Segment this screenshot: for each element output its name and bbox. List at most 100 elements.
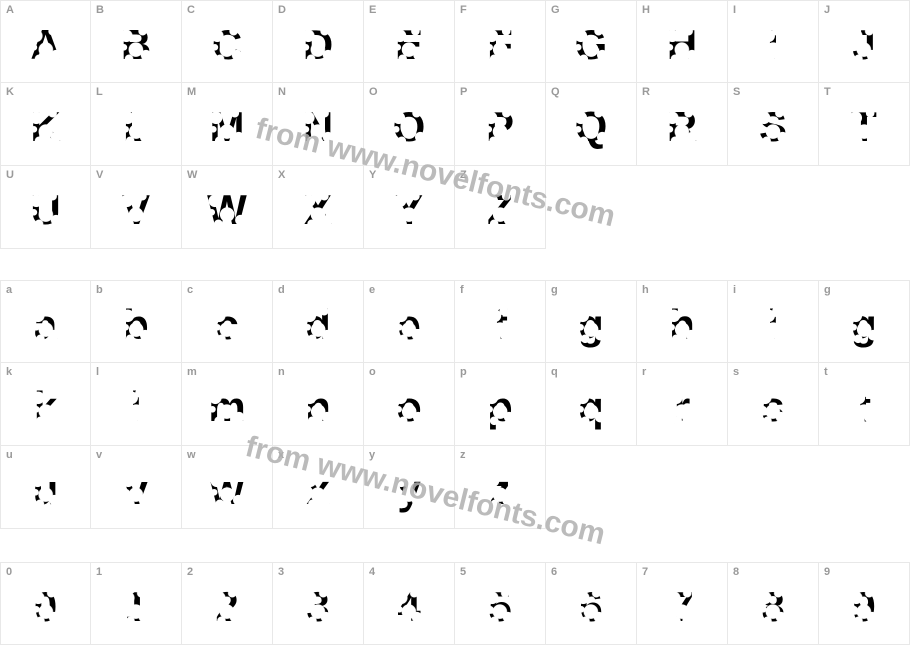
cell-key-label: Z <box>460 169 467 181</box>
glyph-block-lower: aabbccddeeffgghhiiggkkllmmnnooppqqrrsstt… <box>0 280 910 529</box>
glyph-wrap: m <box>208 386 245 428</box>
glyph-cell: 88 <box>728 562 819 645</box>
cell-key-label: H <box>642 4 650 16</box>
cell-key-label: O <box>369 86 378 98</box>
cell-key-label: 6 <box>551 566 557 578</box>
glyph-cell: OO <box>364 83 455 166</box>
glyph-z: z <box>490 469 511 511</box>
glyph-cell: XX <box>273 166 364 249</box>
glyph-cell: 22 <box>182 562 273 645</box>
cell-key-label: f <box>460 284 464 296</box>
glyph-wrap: p <box>487 386 513 428</box>
glyph-cell: tt <box>819 363 910 446</box>
glyph-wrap: y <box>397 469 420 511</box>
cell-key-label: K <box>6 86 14 98</box>
glyph-wrap: r <box>674 386 690 428</box>
cell-key-label: z <box>460 449 466 461</box>
cell-key-label: s <box>733 366 739 378</box>
glyph-B: B <box>121 24 151 66</box>
cell-key-label: a <box>6 284 12 296</box>
glyph-row: aabbccddeeffgghhiigg <box>0 280 910 363</box>
glyph-wrap: P <box>486 106 514 148</box>
cell-key-label: I <box>733 4 736 16</box>
cell-key-label: m <box>187 366 197 378</box>
cell-key-label: x <box>278 449 284 461</box>
glyph-v: v <box>124 469 147 511</box>
glyph-wrap: 2 <box>215 586 238 628</box>
glyph-wrap: t <box>857 386 871 428</box>
cell-key-label: w <box>187 449 196 461</box>
glyph-y: y <box>397 469 420 511</box>
cell-key-label: N <box>278 86 286 98</box>
glyph-cell: YY <box>364 166 455 249</box>
glyph-cell: ww <box>182 446 273 529</box>
glyph-q: q <box>578 386 604 428</box>
cell-key-label: M <box>187 86 196 98</box>
glyph-cell: 99 <box>819 562 910 645</box>
cell-key-label: T <box>824 86 831 98</box>
glyph-0: 0 <box>34 586 57 628</box>
glyph-b: b <box>123 304 149 346</box>
cell-key-label: 0 <box>6 566 12 578</box>
glyph-wrap: O <box>393 106 426 148</box>
glyph-W: W <box>207 189 247 231</box>
cell-key-label: k <box>6 366 12 378</box>
glyph-wrap: E <box>395 24 423 66</box>
glyph-3: 3 <box>306 586 329 628</box>
glyph-wrap: 0 <box>34 586 57 628</box>
glyph-9: 9 <box>852 586 875 628</box>
glyph-U: U <box>30 189 60 231</box>
glyph-wrap: g <box>578 304 604 346</box>
cell-key-label: X <box>278 169 286 181</box>
glyph-wrap: w <box>211 469 244 511</box>
glyph-m: m <box>208 386 245 428</box>
glyph-wrap: X <box>304 189 332 231</box>
glyph-cell: pp <box>455 363 546 446</box>
glyph-cell: 00 <box>0 562 91 645</box>
glyph-E: E <box>395 24 423 66</box>
cell-key-label: R <box>642 86 650 98</box>
glyph-cell: yy <box>364 446 455 529</box>
glyph-wrap: 4 <box>397 586 420 628</box>
glyph-8: 8 <box>761 586 784 628</box>
glyph-A: A <box>30 24 60 66</box>
glyph-L: L <box>123 106 149 148</box>
cell-key-label: 8 <box>733 566 739 578</box>
glyph-row: kkllmmnnooppqqrrsstt <box>0 363 910 446</box>
glyph-cell: WW <box>182 166 273 249</box>
glyph-a: a <box>34 304 57 346</box>
glyph-wrap: s <box>761 386 784 428</box>
cell-key-label: r <box>642 366 647 378</box>
glyph-wrap: d <box>305 304 331 346</box>
glyph-R: R <box>667 106 697 148</box>
glyph-cell: 77 <box>637 562 728 645</box>
glyph-wrap: 5 <box>488 586 511 628</box>
glyph-wrap: M <box>210 106 245 148</box>
cell-key-label: E <box>369 4 377 16</box>
glyph-7: 7 <box>670 586 693 628</box>
glyph-wrap: J <box>852 24 875 66</box>
glyph-wrap: n <box>305 386 331 428</box>
glyph-wrap: Y <box>395 189 423 231</box>
cell-key-label: q <box>551 366 558 378</box>
glyph-cell: hh <box>637 280 728 363</box>
glyph-row: uuvvwwxxyyzz <box>0 446 910 529</box>
glyph-wrap: a <box>34 304 57 346</box>
glyph-cell: MM <box>182 83 273 166</box>
glyph-cell: ll <box>91 363 182 446</box>
glyph-2: 2 <box>215 586 238 628</box>
glyph-F: F <box>487 24 513 66</box>
glyph-cell: AA <box>0 0 91 83</box>
glyph-cell: KK <box>0 83 91 166</box>
glyph-cell: FF <box>455 0 546 83</box>
glyph-f: f <box>493 304 507 346</box>
glyph-row: KKLLMMNNOOPPQQRRSSTT <box>0 83 910 166</box>
cell-key-label: 9 <box>824 566 830 578</box>
glyph-cell: ii <box>728 280 819 363</box>
glyph-wrap: D <box>303 24 333 66</box>
cell-key-label: V <box>96 169 104 181</box>
glyph-wrap: T <box>851 106 877 148</box>
glyph-cell: cc <box>182 280 273 363</box>
glyph-T: T <box>851 106 877 148</box>
glyph-M: M <box>210 106 245 148</box>
